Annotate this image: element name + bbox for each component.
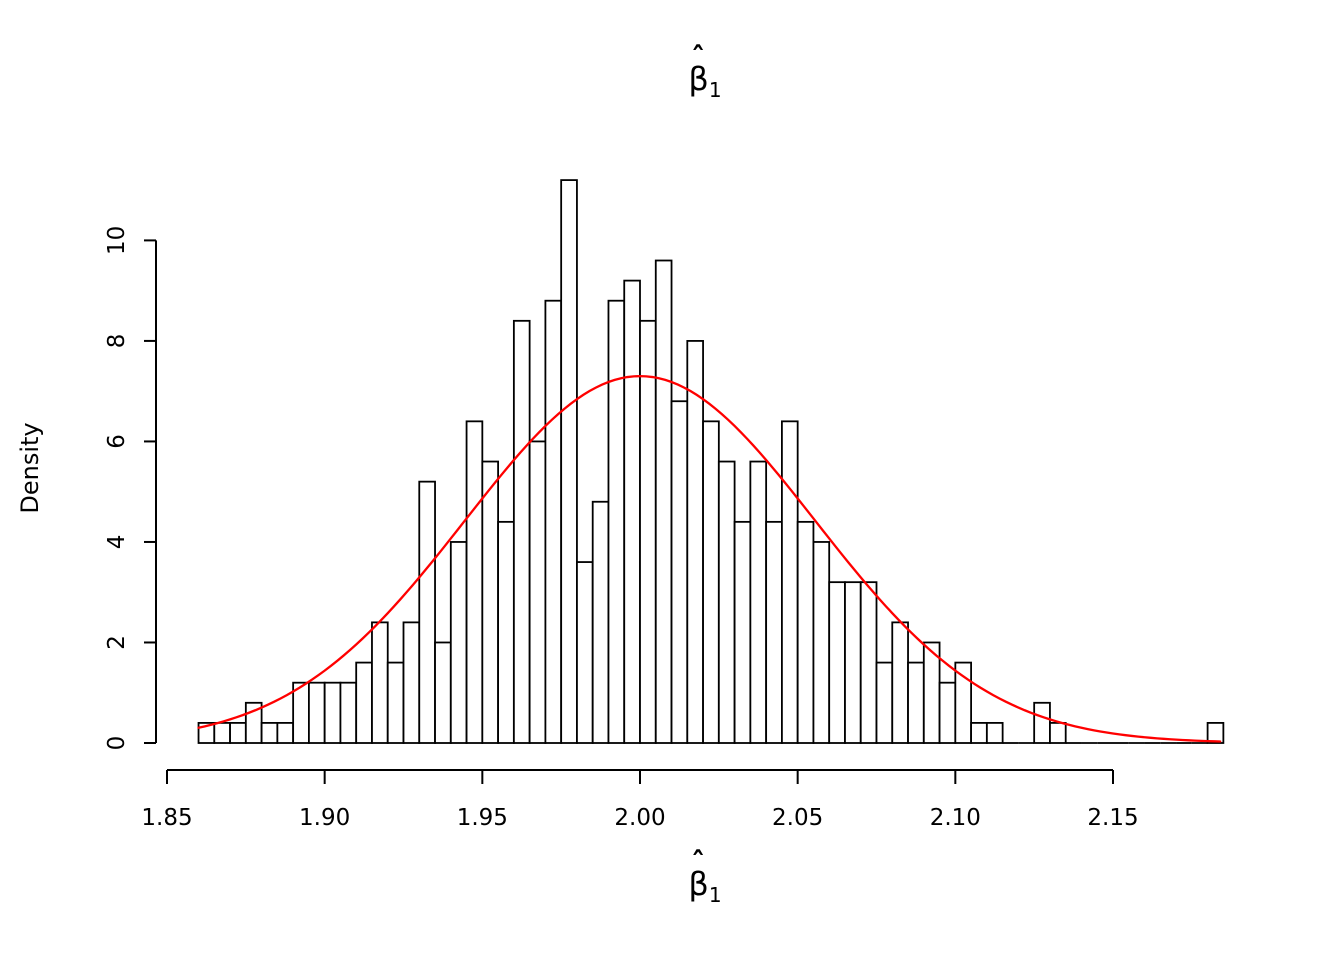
histogram-bar (985, 721, 1004, 744)
xlabel-hat-accent: ˆ (691, 846, 705, 883)
histogram-bar (339, 681, 358, 744)
histogram-bar (844, 581, 862, 744)
histogram-bar (418, 480, 436, 744)
histogram-bar (970, 721, 988, 744)
y-axis-label: Density (16, 422, 44, 514)
x-tick-label: 1.85 (141, 805, 192, 831)
y-tick-label: 10 (104, 226, 130, 255)
histogram-bar (891, 621, 909, 744)
density-curve (197, 374, 1222, 743)
plot-title: ˆ β1 (688, 44, 721, 100)
y-tick-label: 4 (104, 535, 130, 550)
histogram-bar (938, 681, 957, 744)
histogram-bar (702, 420, 720, 744)
histogram-bar (733, 520, 752, 744)
histogram-bar (623, 279, 641, 744)
histogram-bar (276, 721, 295, 744)
histogram-bar (449, 541, 468, 744)
y-tick-label: 0 (104, 736, 130, 751)
y-tick-label: 2 (104, 635, 130, 650)
histogram-bar (355, 661, 373, 744)
histogram-bar (292, 681, 310, 744)
histogram-bar (434, 641, 452, 744)
x-tick-label: 1.90 (299, 805, 350, 831)
histogram-bar (686, 340, 704, 744)
y-tick-label: 8 (104, 334, 130, 349)
title-subscript: 1 (708, 78, 722, 102)
title-hat-accent: ˆ (691, 41, 705, 78)
histogram-bar (576, 561, 594, 744)
histogram-bar (607, 299, 626, 744)
histogram-bar (323, 681, 342, 744)
histogram-bar (828, 581, 846, 744)
xlabel-beta-symbol: β (688, 865, 709, 903)
x-tick-label: 2.05 (772, 805, 823, 831)
histogram-bar (560, 179, 578, 744)
title-beta-symbol: β (688, 60, 709, 98)
histogram-bar (591, 500, 610, 744)
histogram-bar (1049, 721, 1067, 744)
histogram-bar (465, 420, 484, 744)
x-tick-label: 2.00 (614, 805, 665, 831)
histogram-bar (907, 661, 925, 744)
histogram-bar (213, 721, 231, 744)
histogram-bar (497, 520, 515, 744)
y-tick-label: 6 (104, 434, 130, 449)
histogram-bar (639, 319, 657, 744)
histogram-bar (781, 420, 799, 744)
histogram-bar (402, 621, 421, 744)
x-axis-label: ˆ β1 (688, 849, 721, 905)
x-tick-label: 2.10 (930, 805, 981, 831)
histogram-bar (796, 520, 815, 744)
histogram-bar (1206, 721, 1225, 744)
histogram-bar (512, 319, 531, 744)
histogram-bar (859, 581, 878, 744)
histogram-bar (229, 721, 247, 744)
histogram-bar (670, 400, 689, 744)
histogram-bar (481, 460, 500, 744)
histogram-bar (765, 520, 783, 744)
histogram-bar (386, 661, 405, 744)
x-tick-label: 2.15 (1087, 805, 1138, 831)
histogram-bar (749, 460, 768, 744)
histogram-bar (812, 541, 831, 744)
histogram-bar (717, 460, 736, 744)
histogram-bar (260, 721, 279, 744)
histogram-bar (1033, 701, 1051, 744)
histogram-bar (307, 681, 326, 744)
histogram-bar (954, 661, 972, 744)
histogram-bar (528, 440, 547, 744)
histogram-bar (875, 661, 894, 744)
histogram-bar (371, 621, 389, 744)
xlabel-subscript: 1 (708, 883, 722, 907)
histogram-bar (654, 259, 673, 744)
x-tick-label: 1.95 (457, 805, 508, 831)
histogram-bar (544, 299, 563, 744)
